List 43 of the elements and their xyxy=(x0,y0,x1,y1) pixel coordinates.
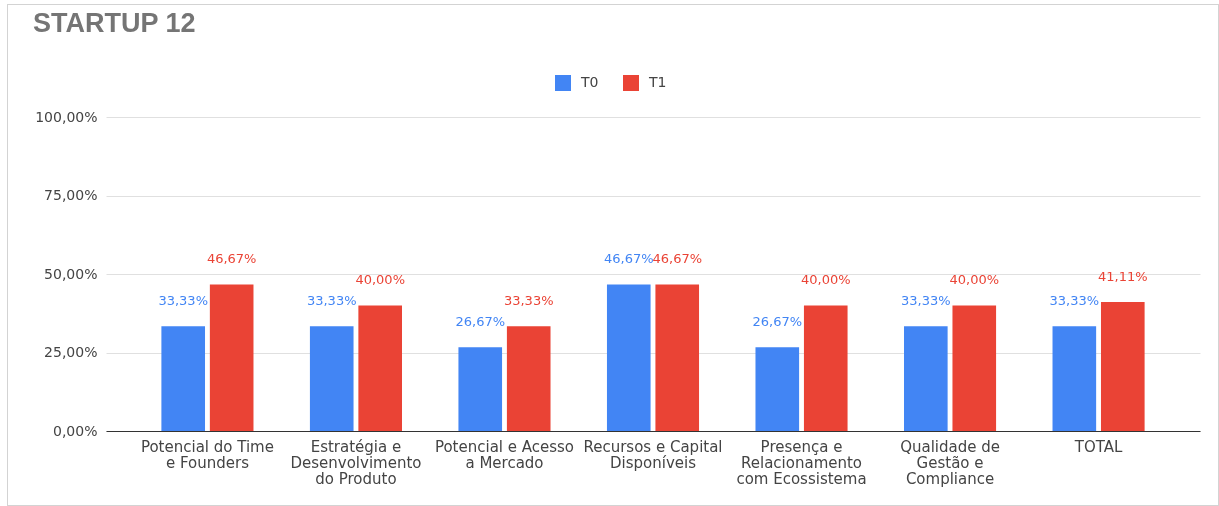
bar xyxy=(506,326,551,431)
y-tick-label: 25,00% xyxy=(44,344,98,360)
x-tick-label: TOTAL xyxy=(1073,437,1123,456)
bar xyxy=(358,305,402,431)
bar xyxy=(755,347,800,431)
data-label: 40,00% xyxy=(355,272,405,288)
y-tick-label: 100,00% xyxy=(35,108,98,125)
y-tick-label: 0,00% xyxy=(53,422,98,439)
data-label: 33,33% xyxy=(901,293,951,309)
bar xyxy=(209,284,254,431)
data-label: 33,33% xyxy=(503,293,554,309)
chart-title: STARTUP 12 xyxy=(33,8,196,38)
x-tick-label: Qualidade de Gestão e Compliance xyxy=(900,437,1000,488)
legend-label: T1 xyxy=(648,74,667,90)
bar xyxy=(458,347,503,431)
data-label: 33,33% xyxy=(1049,293,1100,309)
bar xyxy=(904,326,948,431)
data-label: 46,67% xyxy=(603,251,654,267)
data-label: 40,00% xyxy=(949,272,1000,288)
x-tick-label: Recursos e Capital Disponíveis xyxy=(583,437,723,472)
data-label: 33,33% xyxy=(306,293,357,309)
bar xyxy=(161,326,206,431)
data-label: 46,67% xyxy=(652,251,703,267)
x-tick-label: Estratégia e Desenvolvimento do Produto xyxy=(290,437,422,488)
data-label: 26,67% xyxy=(455,314,506,330)
data-label: 26,67% xyxy=(752,314,803,330)
data-label: 33,33% xyxy=(158,293,208,309)
data-label: 41,11% xyxy=(1098,268,1148,284)
bar xyxy=(606,284,651,431)
y-tick-label: 50,00% xyxy=(44,265,98,282)
bar xyxy=(655,284,700,431)
data-label: 40,00% xyxy=(800,272,851,288)
bar xyxy=(309,326,354,431)
bar xyxy=(1100,301,1145,431)
bar xyxy=(952,305,997,431)
x-tick-label: Presença e Relacionamento com Ecossistema xyxy=(736,437,867,488)
x-tick-label: Potencial do Time e Founders xyxy=(140,437,274,472)
legend-label: T0 xyxy=(580,74,599,90)
data-label: 46,67% xyxy=(206,251,257,267)
bar xyxy=(803,305,848,431)
y-tick-label: 75,00% xyxy=(44,187,98,203)
x-tick-label: Potencial e Acesso a Mercado xyxy=(434,437,575,472)
bar xyxy=(1052,326,1097,431)
